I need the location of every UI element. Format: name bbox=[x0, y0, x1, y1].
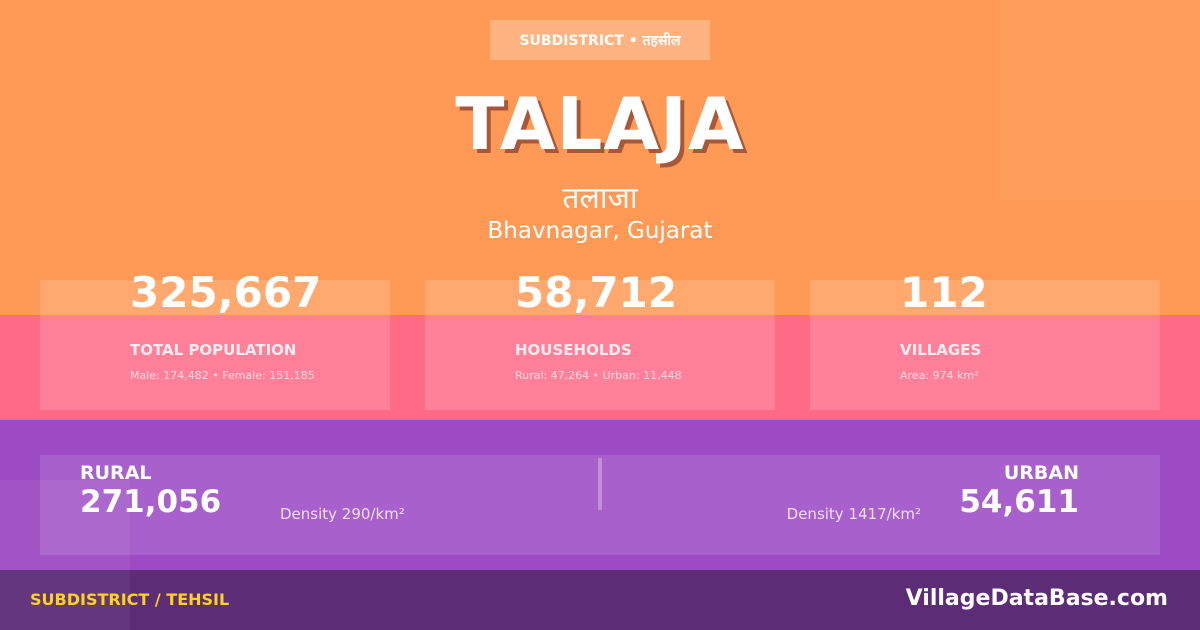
footer-type: SUBDISTRICT / TEHSIL bbox=[30, 590, 230, 609]
stat-label: HOUSEHOLDS bbox=[515, 341, 632, 359]
page-title: TALAJA bbox=[455, 82, 745, 166]
local-name: तलाजा bbox=[562, 181, 638, 216]
rural-urban-band bbox=[0, 420, 1200, 570]
stat-value: 58,712 bbox=[515, 268, 678, 317]
type-badge: SUBDISTRICT • तहसील bbox=[490, 20, 710, 60]
urban-label: URBAN bbox=[1003, 462, 1079, 484]
decoration bbox=[0, 480, 130, 630]
stat-sub: Male: 174,482 • Female: 151,185 bbox=[130, 369, 315, 382]
brand-link[interactable]: VillageDataBase.com bbox=[905, 586, 1168, 611]
rural-value: 271,056 bbox=[80, 484, 222, 520]
stat-card-population: 325,667 TOTAL POPULATION Male: 174,482 •… bbox=[40, 268, 390, 410]
rural-density: Density 290/km² bbox=[280, 505, 405, 523]
divider bbox=[598, 458, 602, 510]
stat-card-villages: 112 VILLAGES Area: 974 km² bbox=[810, 268, 1160, 410]
stats-band bbox=[0, 315, 1200, 420]
rural-label: RURAL bbox=[80, 462, 152, 484]
stat-sub: Area: 974 km² bbox=[900, 369, 979, 382]
stat-value: 112 bbox=[900, 268, 988, 317]
urban-density: Density 1417/km² bbox=[786, 505, 921, 523]
footer-band bbox=[0, 570, 1200, 630]
stat-label: VILLAGES bbox=[900, 341, 982, 359]
stat-label: TOTAL POPULATION bbox=[130, 341, 297, 359]
location: Bhavnagar, Gujarat bbox=[487, 218, 713, 244]
urban-value: 54,611 bbox=[959, 484, 1079, 520]
header-band bbox=[0, 0, 1200, 315]
rural-urban-card bbox=[40, 455, 1160, 555]
stat-sub: Rural: 47,264 • Urban: 11,448 bbox=[515, 369, 682, 382]
stat-card-households: 58,712 HOUSEHOLDS Rural: 47,264 • Urban:… bbox=[425, 268, 775, 410]
stat-value: 325,667 bbox=[130, 268, 322, 317]
